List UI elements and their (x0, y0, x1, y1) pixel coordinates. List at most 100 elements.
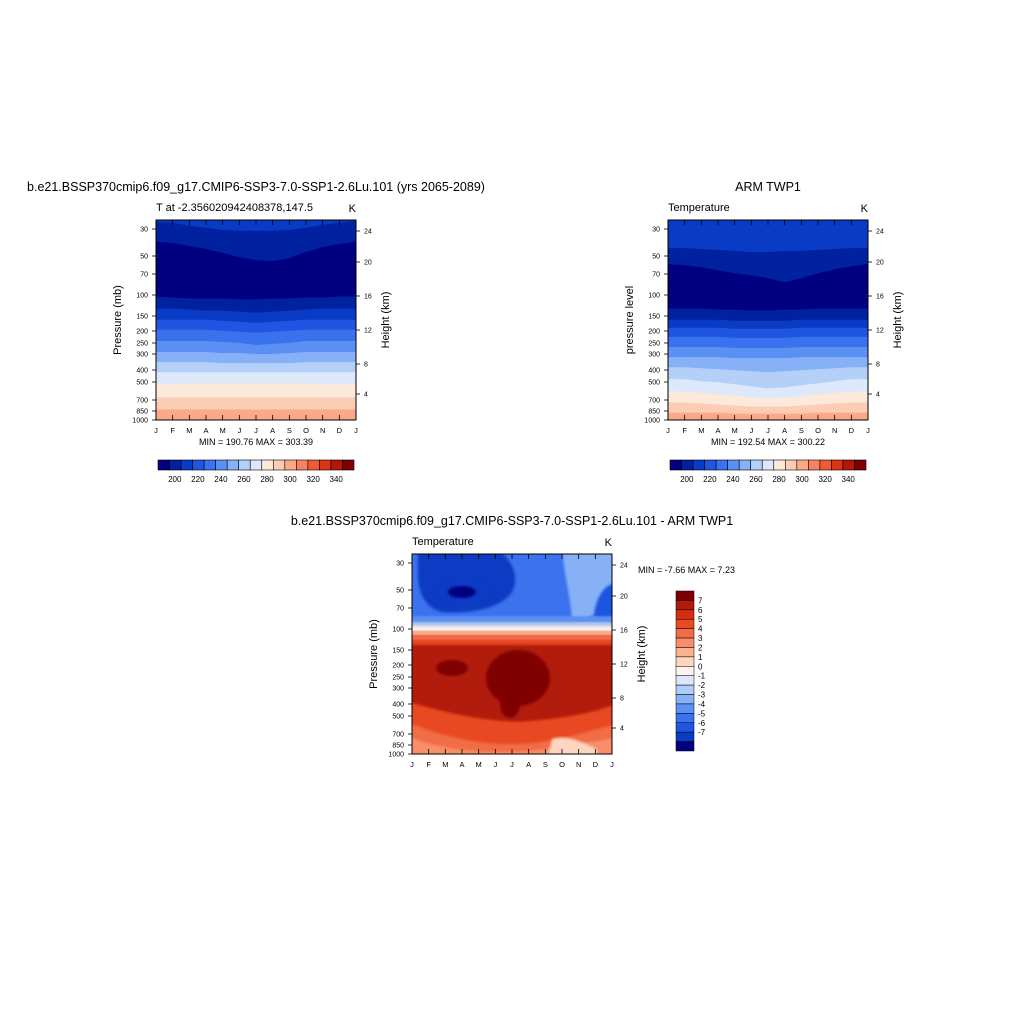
y-tick-label-left: 250 (392, 675, 404, 682)
contour-band (155, 383, 357, 399)
colorbar-box (675, 590, 695, 601)
colorbar-box (675, 694, 695, 705)
y-tick-label-right: 12 (364, 328, 372, 335)
colorbar-box (249, 459, 263, 471)
panel-obs-minmax: MIN = 192.54 MAX = 300.22 (711, 437, 825, 447)
x-tick-label: J (866, 426, 870, 435)
y-tick-label-left: 850 (648, 409, 660, 416)
colorbar-label: 280 (772, 475, 786, 484)
colorbar-label: 240 (726, 475, 740, 484)
colorbar-box (854, 459, 867, 471)
x-tick-label: N (320, 426, 325, 435)
colorbar-box (261, 459, 274, 471)
y-tick-label-left: 200 (648, 329, 660, 336)
panel-obs-ylabel-right: Height (km) (892, 292, 904, 349)
y-tick-label-left: 400 (392, 702, 404, 709)
panel-obs-left-string: Temperature (668, 202, 730, 214)
y-tick-label-left: 400 (136, 368, 148, 375)
y-tick-label-left: 70 (140, 272, 148, 279)
colorbar-box (738, 459, 752, 471)
x-tick-label: J (749, 426, 753, 435)
colorbar-box (675, 713, 695, 724)
x-tick-label: A (782, 426, 787, 435)
panel-diff-minmax: MIN = -7.66 MAX = 7.23 (638, 565, 735, 575)
y-tick-label-left: 400 (648, 368, 660, 375)
colorbar-label: -7 (698, 728, 706, 737)
panel-model-left-string: T at -2.356020942408378,147.5 (156, 202, 313, 214)
y-tick-label-left: 700 (136, 398, 148, 405)
y-tick-label-left: 700 (392, 732, 404, 739)
colorbar-box (284, 459, 297, 471)
panel-model-ylabel-left: Pressure (mb) (112, 285, 124, 355)
panel-obs-right-string: K (861, 203, 869, 215)
colorbar-box (819, 459, 832, 471)
x-tick-label: A (203, 426, 208, 435)
y-tick-label-left: 30 (140, 227, 148, 234)
colorbar-box (157, 459, 170, 471)
y-tick-label-right: 16 (620, 628, 628, 635)
colorbar-label: -1 (698, 672, 706, 681)
colorbar-label: 3 (698, 634, 703, 643)
colorbar-box (319, 459, 332, 471)
y-tick-label-left: 500 (392, 714, 404, 721)
colorbar-label: 320 (818, 475, 832, 484)
y-tick-label-left: 30 (396, 561, 404, 568)
panel-model-title: b.e21.BSSP370cmip6.f09_g17.CMIP6-SSP3-7.… (27, 180, 485, 194)
y-tick-label-right: 4 (620, 726, 624, 733)
x-tick-label: A (526, 760, 531, 769)
panel-obs-ylabel-left: pressure level (624, 286, 636, 354)
colorbar-box (296, 459, 309, 471)
panel-model-axes: J F M A M J J A S O N D J 30 50 70 100 150 200 250 300 400 500… (132, 220, 372, 435)
panel-diff-title: b.e21.BSSP370cmip6.f09_g17.CMIP6-SSP3-7.… (291, 514, 733, 528)
contour-band (412, 626, 612, 632)
x-tick-label: N (832, 426, 837, 435)
panel-model: b.e21.BSSP370cmip6.f09_g17.CMIP6-SSP3-7.… (27, 180, 485, 484)
colorbar-box (272, 459, 286, 471)
y-tick-label-left: 70 (652, 272, 660, 279)
contour-band (155, 372, 357, 385)
colorbar-label: 260 (749, 475, 763, 484)
x-tick-label: M (186, 426, 192, 435)
x-tick-label: A (270, 426, 275, 435)
x-tick-label: J (610, 760, 614, 769)
colorbar-box (675, 741, 695, 752)
panel-obs-colorbar: 200 220 240 260 280 300 320 340 (669, 459, 867, 484)
colorbar-label: 240 (214, 475, 228, 484)
colorbar-box (675, 731, 695, 742)
y-tick-label-left: 30 (652, 227, 660, 234)
panel-model-minmax: MIN = 190.76 MAX = 303.39 (199, 437, 313, 447)
colorbar-box (675, 722, 695, 733)
colorbar-box (727, 459, 740, 471)
contour-band (500, 690, 520, 718)
x-tick-label: J (510, 760, 514, 769)
colorbar-box (203, 459, 216, 471)
colorbar-label: -5 (698, 709, 706, 718)
y-tick-label-left: 500 (648, 380, 660, 387)
colorbar-box (675, 647, 695, 658)
colorbar-label: 5 (698, 615, 703, 624)
y-tick-label-right: 8 (620, 696, 624, 703)
colorbar-label: 200 (168, 475, 182, 484)
colorbar-box (675, 628, 695, 639)
colorbar-box (215, 459, 228, 471)
x-tick-label: S (543, 760, 548, 769)
y-tick-label-right: 20 (876, 260, 884, 267)
colorbar-box (842, 459, 855, 471)
x-tick-label: F (682, 426, 687, 435)
colorbar-box (675, 703, 695, 714)
x-tick-label: O (815, 426, 821, 435)
y-tick-label-right: 4 (876, 392, 880, 399)
y-tick-label-right: 12 (620, 662, 628, 669)
contour-band (412, 640, 612, 646)
panel-obs-title: ARM TWP1 (735, 180, 801, 194)
y-tick-label-left: 500 (136, 380, 148, 387)
panel-diff: b.e21.BSSP370cmip6.f09_g17.CMIP6-SSP3-7.… (291, 514, 735, 769)
y-tick-label-right: 20 (364, 260, 372, 267)
x-tick-label: M (476, 760, 482, 769)
x-tick-label: D (849, 426, 855, 435)
panel-diff-contour (412, 554, 612, 754)
contour-band (436, 660, 468, 676)
colorbar-box (675, 666, 695, 676)
panel-diff-ylabel-right: Height (km) (636, 626, 648, 683)
